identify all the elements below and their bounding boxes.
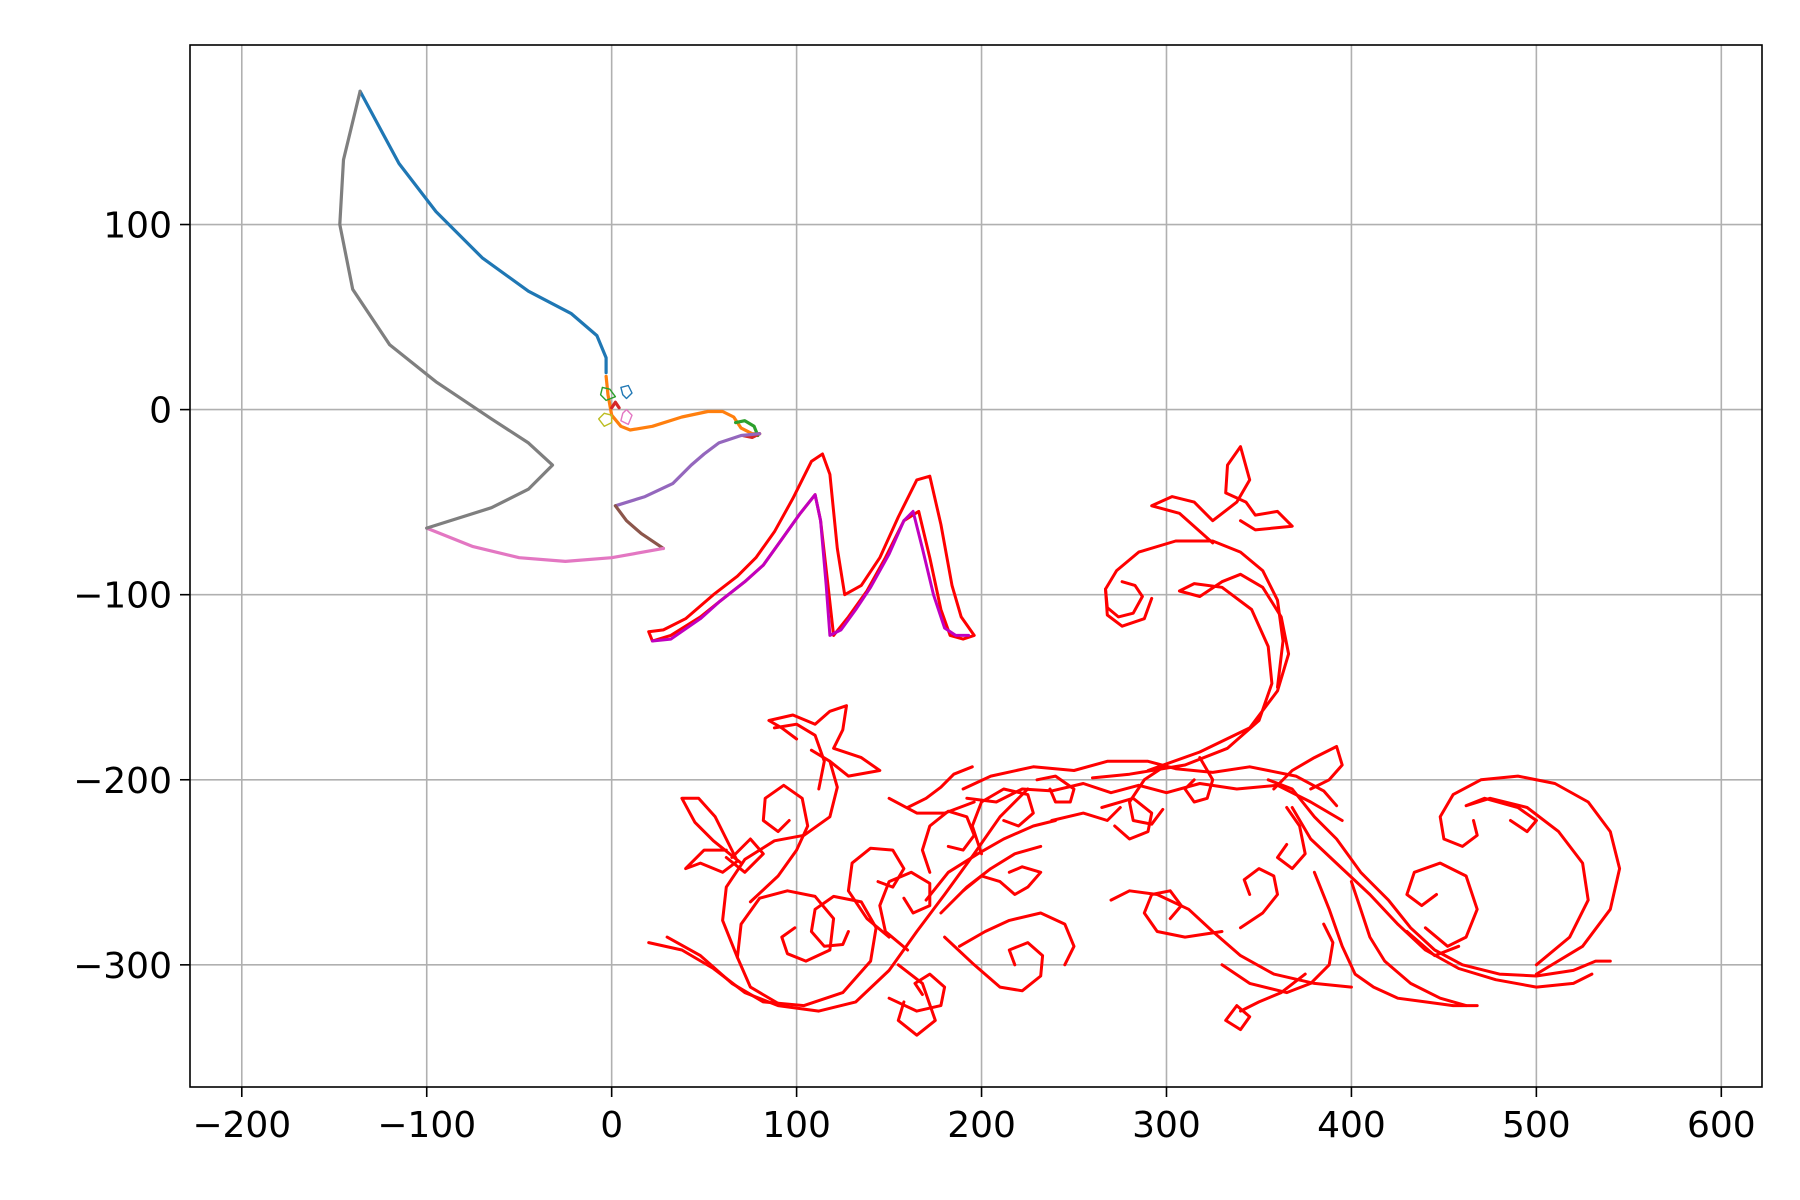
series-line-9 [620,384,633,400]
series-line-59 [1109,889,1353,989]
series-line-21 [965,782,1344,822]
series-line-7 [338,89,555,530]
series-line-33 [896,963,937,1037]
y-tick-label: −100 [73,576,172,617]
series-line-20 [961,759,1339,808]
x-tick-label: 600 [1687,1105,1756,1146]
series-line-23 [647,787,1030,1013]
series-line-51 [1312,870,1479,1008]
series-line-26 [748,783,810,904]
series-line-13 [647,452,976,643]
series-line-38 [943,935,1045,993]
series-line-48 [1266,778,1612,978]
series-line-31 [767,704,882,778]
x-tick-label: 500 [1502,1105,1571,1146]
x-tick-label: 400 [1317,1105,1386,1146]
series-line-39 [957,911,1076,967]
series-line-47 [1050,806,1122,822]
series-line-60 [1239,972,1307,1013]
x-tick-label: 200 [947,1105,1016,1146]
series-line-14 [650,493,971,643]
series-line-0 [358,89,608,375]
series-line-17 [1104,587,1154,628]
series-line-62 [1272,745,1344,791]
series-line-2 [734,419,760,438]
series-line-11 [598,412,613,427]
x-tick-label: 100 [762,1105,831,1146]
y-tick-label: 100 [103,206,172,247]
series-line-43 [906,765,974,809]
series-line-4 [613,432,762,508]
series-line-42 [970,787,1035,856]
series-line-37 [939,844,1043,915]
series-line-27 [721,748,839,959]
series-line-63 [1276,806,1307,871]
series-line-56 [1142,889,1224,939]
series-line-16 [1104,539,1285,689]
series-line-50 [1349,880,1468,1008]
series-line-12 [610,400,621,410]
series-line-54 [1405,861,1479,948]
series-line-61 [1224,1004,1252,1032]
series-line-52 [1438,774,1622,976]
series-line-24 [665,894,878,1008]
series-line-30 [724,837,765,874]
series-line-44 [887,796,976,815]
series-line-10 [620,408,633,426]
x-tick-label: −100 [377,1105,476,1146]
series-line-34 [846,846,906,939]
x-tick-label: 300 [1132,1105,1201,1146]
series-line-49 [1290,806,1594,989]
series-line-64 [1183,756,1215,804]
series-line-58 [1239,867,1279,930]
x-tick-label: 0 [600,1105,623,1146]
series-line-36 [924,819,1057,902]
series-line-6 [425,526,665,563]
series-line-55 [1405,930,1461,958]
series-line-32 [887,972,947,1013]
series-line-8 [599,386,617,402]
series-line-1 [604,374,762,436]
gridlines [190,45,1762,1087]
y-tick-label: −300 [73,946,172,987]
series-line-18 [1150,445,1294,545]
series-line-35 [878,870,932,952]
x-tick-label: −200 [192,1105,291,1146]
series-line-40 [961,865,1043,896]
axis-ticks: −200 −100 0 100 200 300 400 500 600 −300 −200 −100 0… [73,206,1756,1146]
axes-frame [189,44,1763,1088]
series-line-53 [1464,796,1590,967]
y-tick-label: 0 [149,391,172,432]
plot-area [338,89,1622,1037]
series-line-5 [613,504,665,550]
series-line-28 [772,722,826,791]
series-line-65 [1128,763,1168,826]
series-line-45 [1035,774,1076,804]
series-line-15 [1091,572,1291,780]
y-tick-label: −200 [73,761,172,802]
series-line-41 [920,809,976,874]
series-line-29 [680,796,743,874]
